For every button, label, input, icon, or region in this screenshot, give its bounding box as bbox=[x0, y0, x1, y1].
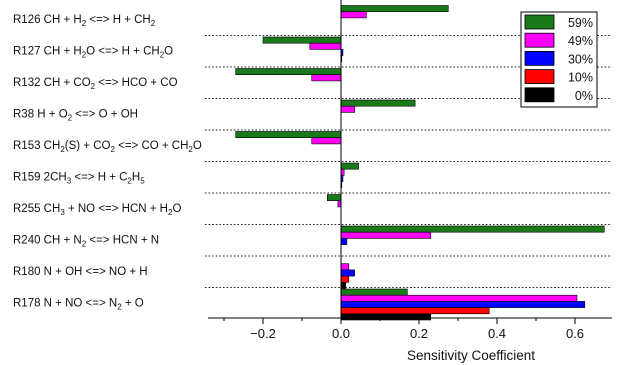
bar bbox=[340, 301, 586, 308]
legend-label: 49% bbox=[568, 34, 593, 48]
bar bbox=[340, 5, 449, 12]
legend-label: 30% bbox=[568, 52, 593, 66]
legend-label: 0% bbox=[575, 89, 593, 103]
bar bbox=[340, 231, 431, 239]
legend-label: 59% bbox=[568, 16, 593, 30]
bar bbox=[340, 313, 431, 321]
reaction-label: R153 CH2(S) + CO2 <=> CO + CH2O bbox=[13, 140, 202, 154]
legend-swatch bbox=[524, 69, 555, 84]
reaction-label: R240 CH + N2 <=> HCN + N bbox=[13, 235, 159, 249]
reaction-label: R132 CH + CO2 <=> HCO + CO bbox=[13, 77, 178, 91]
bar bbox=[235, 131, 342, 138]
bar bbox=[340, 225, 605, 233]
bar bbox=[340, 99, 416, 107]
bar bbox=[340, 307, 490, 315]
reaction-label: R159 2CH3 <=> H + C2H5 bbox=[13, 172, 145, 186]
legend-swatch bbox=[524, 87, 555, 103]
bar bbox=[311, 137, 342, 145]
bar bbox=[340, 11, 367, 19]
legend: 59% 49% 30% 10% 0% bbox=[520, 11, 598, 108]
x-tick-label: 0.6 bbox=[566, 326, 584, 341]
legend-label: 10% bbox=[568, 71, 593, 85]
bar bbox=[340, 281, 346, 289]
x-axis-title: Sensitivity Coefficient bbox=[407, 348, 535, 363]
legend-swatch bbox=[524, 32, 555, 48]
bar bbox=[340, 105, 355, 113]
bar bbox=[340, 294, 578, 302]
x-axis: −0.2 0.0 0.2 0.4 0.6 bbox=[208, 317, 612, 341]
legend-swatch bbox=[524, 14, 555, 30]
bar bbox=[311, 74, 342, 82]
reaction-label: R38 H + O2 <=> O + OH bbox=[13, 109, 138, 123]
bar bbox=[340, 288, 408, 296]
x-tick-label: −0.2 bbox=[250, 326, 276, 341]
bar bbox=[340, 275, 350, 283]
bar bbox=[235, 68, 342, 75]
reaction-label: R180 N + OH <=> NO + H bbox=[13, 266, 148, 278]
bar bbox=[327, 194, 342, 201]
bar bbox=[262, 36, 342, 44]
bar bbox=[340, 238, 348, 245]
legend-swatch bbox=[524, 51, 555, 66]
reaction-label: R127 CH + H2O <=> H + CH2O bbox=[13, 46, 173, 60]
reaction-label: R126 CH + H2 <=> H + CH2 bbox=[13, 14, 156, 28]
bar bbox=[340, 263, 350, 271]
reaction-labels: R126 CH + H2 <=> H + CH2 R127 CH + H2O <=… bbox=[13, 14, 202, 312]
x-tick-label: 0.2 bbox=[410, 326, 428, 341]
bar bbox=[340, 162, 359, 170]
reaction-label: R178 N + NO <=> N2 + O bbox=[13, 298, 144, 312]
x-tick-label: 0.4 bbox=[488, 326, 506, 341]
reaction-label: R255 CH3 + NO <=> HCN + H2O bbox=[13, 203, 181, 217]
bar bbox=[309, 42, 342, 50]
bars bbox=[235, 5, 605, 321]
bar bbox=[340, 269, 355, 277]
x-tick-label: 0.0 bbox=[332, 326, 350, 341]
